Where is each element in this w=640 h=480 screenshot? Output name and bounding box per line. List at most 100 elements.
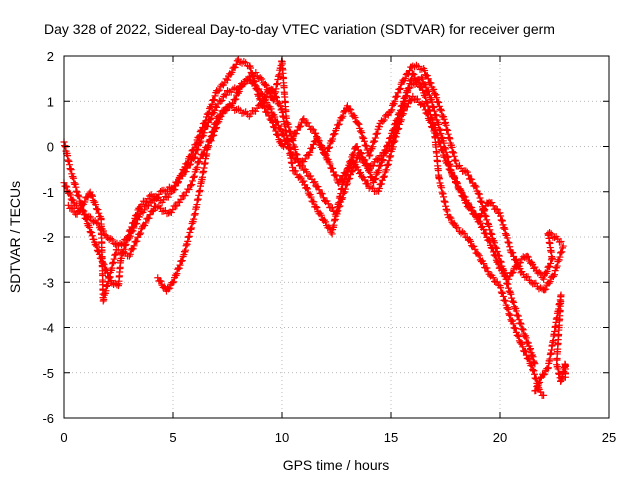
data-point [329,164,337,172]
data-point [335,179,343,187]
data-point [446,213,454,221]
data-point [321,150,329,158]
data-point [137,229,145,237]
data-point [546,277,554,285]
data-point [480,207,488,215]
data-point [328,204,336,212]
data-point [358,129,366,137]
data-point [261,104,269,112]
data-point [391,97,399,105]
data-point [505,239,513,247]
data-point [515,316,523,324]
data-point [86,228,94,236]
data-point [378,176,386,184]
data-point [424,75,432,83]
data-point [62,182,70,190]
data-point [489,244,497,252]
data-point [129,245,137,253]
data-point [501,225,509,233]
data-point [541,370,549,378]
data-point [512,324,520,332]
data-point [111,240,119,248]
x-axis-label: GPS time / hours [283,457,390,473]
data-point [506,243,514,251]
data-point [326,160,334,168]
data-point [406,67,414,75]
data-point [195,132,203,140]
data-point [499,289,507,297]
data-point [252,69,260,77]
data-point [497,284,505,292]
data-point [521,348,529,356]
data-point [317,211,325,219]
data-point [174,178,182,186]
data-point [429,123,437,131]
data-point [244,77,252,85]
data-point [388,106,396,114]
data-point [529,353,537,361]
data-point [556,253,564,261]
y-tick-label: -2 [42,230,54,245]
data-point [297,122,305,130]
data-point [387,107,395,115]
data-point [540,275,548,283]
data-point [523,252,531,260]
data-point [543,267,551,275]
data-point [399,97,407,105]
data-point [254,90,262,98]
data-point [375,123,383,131]
data-point [461,193,469,201]
data-point [389,127,397,135]
data-point [463,168,471,176]
data-point [488,230,496,238]
data-point [231,63,239,71]
data-point [382,147,390,155]
data-point [402,93,410,101]
data-point [524,354,532,362]
data-point [325,144,333,152]
data-point [247,64,255,72]
data-point [334,121,342,129]
data-point [392,93,400,101]
data-point [378,180,386,188]
data-point [391,121,399,129]
data-point [481,211,489,219]
data-point [81,198,89,206]
data-point [145,214,153,222]
data-point [177,196,185,204]
data-point [527,345,535,353]
data-point [304,119,312,127]
data-point [546,263,554,271]
data-point [370,179,378,187]
data-point [356,149,364,157]
data-point [528,361,536,369]
data-point [76,206,84,214]
data-point [186,182,194,190]
data-point [472,211,480,219]
data-point [489,274,497,282]
data-point [516,259,524,267]
data-point [358,150,366,158]
data-point [183,160,191,168]
data-point [399,101,407,109]
data-point [90,218,98,226]
data-point [329,135,337,143]
data-point [506,311,514,319]
data-point [144,202,152,210]
data-point [404,70,412,78]
data-point [66,191,74,199]
data-point [431,89,439,97]
data-point [553,262,561,270]
data-point [176,261,184,269]
data-point [232,60,240,68]
data-point [93,219,101,227]
data-point [314,183,322,191]
data-point [239,81,247,89]
data-point [547,230,555,238]
data-point [365,152,373,160]
data-point [393,92,401,100]
data-point [223,106,231,114]
data-point [347,106,355,114]
data-point [188,181,196,189]
